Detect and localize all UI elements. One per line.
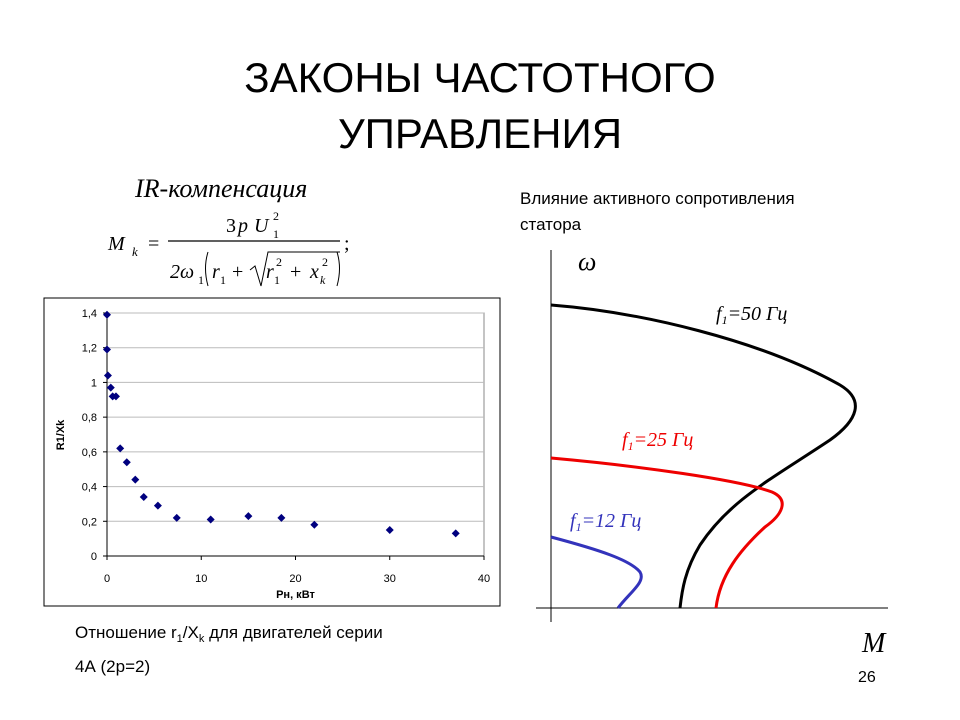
y-tick-label: 0,8 <box>82 412 97 424</box>
formula-token: r <box>266 261 274 283</box>
point <box>451 529 460 538</box>
formula-token: = <box>148 233 159 255</box>
point <box>103 310 111 319</box>
caption: Отношение r1/Xk для двигателей серии <box>75 623 383 645</box>
y-tick-label: 1 <box>91 377 97 389</box>
point <box>122 458 131 467</box>
formula-token: 2 <box>276 255 282 269</box>
diagram-heading: Влияние активного сопротивления <box>520 189 795 208</box>
y-tick-label: 0,2 <box>82 516 97 528</box>
curve-label-text: 1 <box>722 313 728 327</box>
page-number: 26 <box>858 669 876 686</box>
point <box>244 512 253 521</box>
curve-label: f1=50 Гц <box>716 303 787 327</box>
point <box>111 392 120 401</box>
formula-token: 1 <box>273 227 279 241</box>
caption-text: для двигателей серии <box>204 623 382 642</box>
radical <box>249 251 340 287</box>
caption-text: /X <box>183 623 199 642</box>
point <box>116 444 125 453</box>
x-tick-label: 0 <box>104 573 110 585</box>
curve-label-text: =25 Гц <box>634 429 694 451</box>
subtitle: IR-компенсация <box>134 174 307 203</box>
formula-token: 2 <box>273 209 279 223</box>
curve-label: f1=25 Гц <box>622 429 693 453</box>
formula-token: U <box>254 215 270 237</box>
formula-token: k <box>132 244 138 259</box>
curve <box>550 535 643 609</box>
x-tick-label: 30 <box>384 573 396 585</box>
curve-label-text: f <box>716 303 724 325</box>
paren <box>205 251 209 287</box>
point <box>153 501 162 510</box>
curve-label-text: f <box>622 429 630 451</box>
formula-token: ; <box>344 233 350 255</box>
y-tick-label: 0,4 <box>82 482 97 494</box>
point <box>103 371 112 380</box>
formula-token: 1 <box>220 273 226 287</box>
caption: 4А (2р=2) <box>75 657 150 676</box>
point <box>206 515 215 524</box>
formula: M k = 3 p U 2 1 2ω 1 r 1 + r 1 2 + x k 2… <box>107 209 350 287</box>
caption-text: Отношение r <box>75 623 177 642</box>
formula-token: p <box>236 215 248 237</box>
formula-token: 3 <box>226 215 236 237</box>
axis-label: ω <box>578 247 596 276</box>
curve <box>550 303 857 609</box>
formula-token: r <box>212 261 220 283</box>
point <box>385 525 394 534</box>
paren <box>336 251 340 287</box>
curve-label-text: f <box>570 510 578 532</box>
y-tick-label: 1,4 <box>82 308 97 320</box>
point <box>106 383 115 392</box>
y-tick-label: 0,6 <box>82 447 97 459</box>
curve-label-text: 1 <box>576 520 582 534</box>
y-axis-label: R1/Xk <box>55 419 67 450</box>
formula-token: + <box>232 261 243 283</box>
caption-text: k <box>199 633 205 645</box>
point <box>172 513 181 522</box>
x-axis-label: Pн, кВт <box>276 589 315 601</box>
formula-token: k <box>320 273 326 287</box>
formula-token: M <box>107 233 126 255</box>
curve-label-text: 1 <box>628 439 634 453</box>
y-tick-label: 0 <box>91 551 97 563</box>
formula-token: x <box>309 261 319 283</box>
formula-token: 1 <box>198 273 204 287</box>
point <box>310 520 319 529</box>
plot-area <box>106 312 485 557</box>
formula-token: + <box>290 261 301 283</box>
curve <box>550 456 784 609</box>
curve-label-text: =50 Гц <box>728 303 788 325</box>
point <box>277 513 286 522</box>
scatter-chart: 0 0,2 0,4 0,6 0,8 1 1,2 1,4 0 10 20 30 40 Pн, кВт R1/X… <box>55 308 490 601</box>
formula-token: 2 <box>322 255 328 269</box>
diagram-heading: статора <box>520 215 582 234</box>
y-tick-label: 1,2 <box>82 343 97 355</box>
caption-text: 1 <box>177 633 183 645</box>
formula-token: 2ω <box>170 261 194 283</box>
x-tick-label: 20 <box>289 573 301 585</box>
curve-label-text: =12 Гц <box>582 510 642 532</box>
title: ЗАКОНЫ ЧАСТОТНОГО <box>244 54 715 101</box>
x-tick-label: 40 <box>478 573 490 585</box>
title: УПРАВЛЕНИЯ <box>338 110 622 157</box>
x-tick-label: 10 <box>195 573 207 585</box>
curve-label: f1=12 Гц <box>570 510 641 534</box>
point <box>131 475 140 484</box>
point <box>139 492 148 501</box>
formula-token: 1 <box>274 273 280 287</box>
point <box>103 345 111 354</box>
axis-label: M <box>861 628 887 659</box>
